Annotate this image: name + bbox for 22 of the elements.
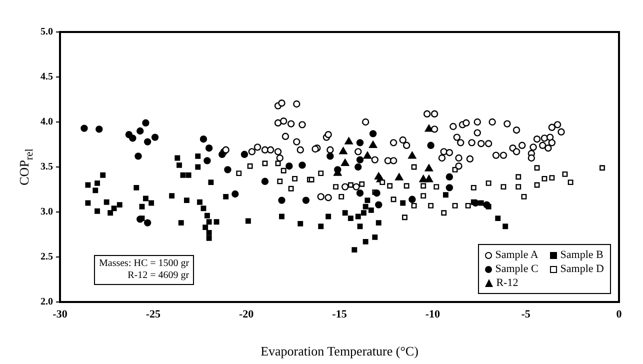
legend-label: R-12 [496,276,518,290]
x-tick-label: 0 [616,308,622,320]
y-tick-label: 5.0 [40,26,53,38]
annotation: Masses: HC = 1500 gr [99,258,190,270]
legend-label: Sample C [495,262,538,276]
x-tick-label: -5 [521,308,531,320]
x-tick-label: -30 [52,308,68,320]
annotation: R-12 = 4609 gr [126,270,190,282]
y-tick-label: 2.0 [40,296,53,308]
legend-label: Sample D [560,262,604,276]
y-tick-label: 3.5 [40,162,53,173]
y-tick-label: 3.0 [40,206,53,218]
x-tick-label: -20 [238,308,254,320]
legend-label: Sample A [495,248,538,262]
legend-label: Sample B [560,248,604,262]
y-tick-label: 4.0 [40,116,53,128]
x-axis-title: Evaporation Temperature (°C) [260,344,418,359]
x-tick-label: -15 [332,308,348,320]
x-tick-label: -25 [146,308,161,320]
y-tick-label: 4.5 [40,72,53,83]
x-tick-label: -10 [425,308,440,320]
y-tick-label: 2.5 [40,252,53,263]
